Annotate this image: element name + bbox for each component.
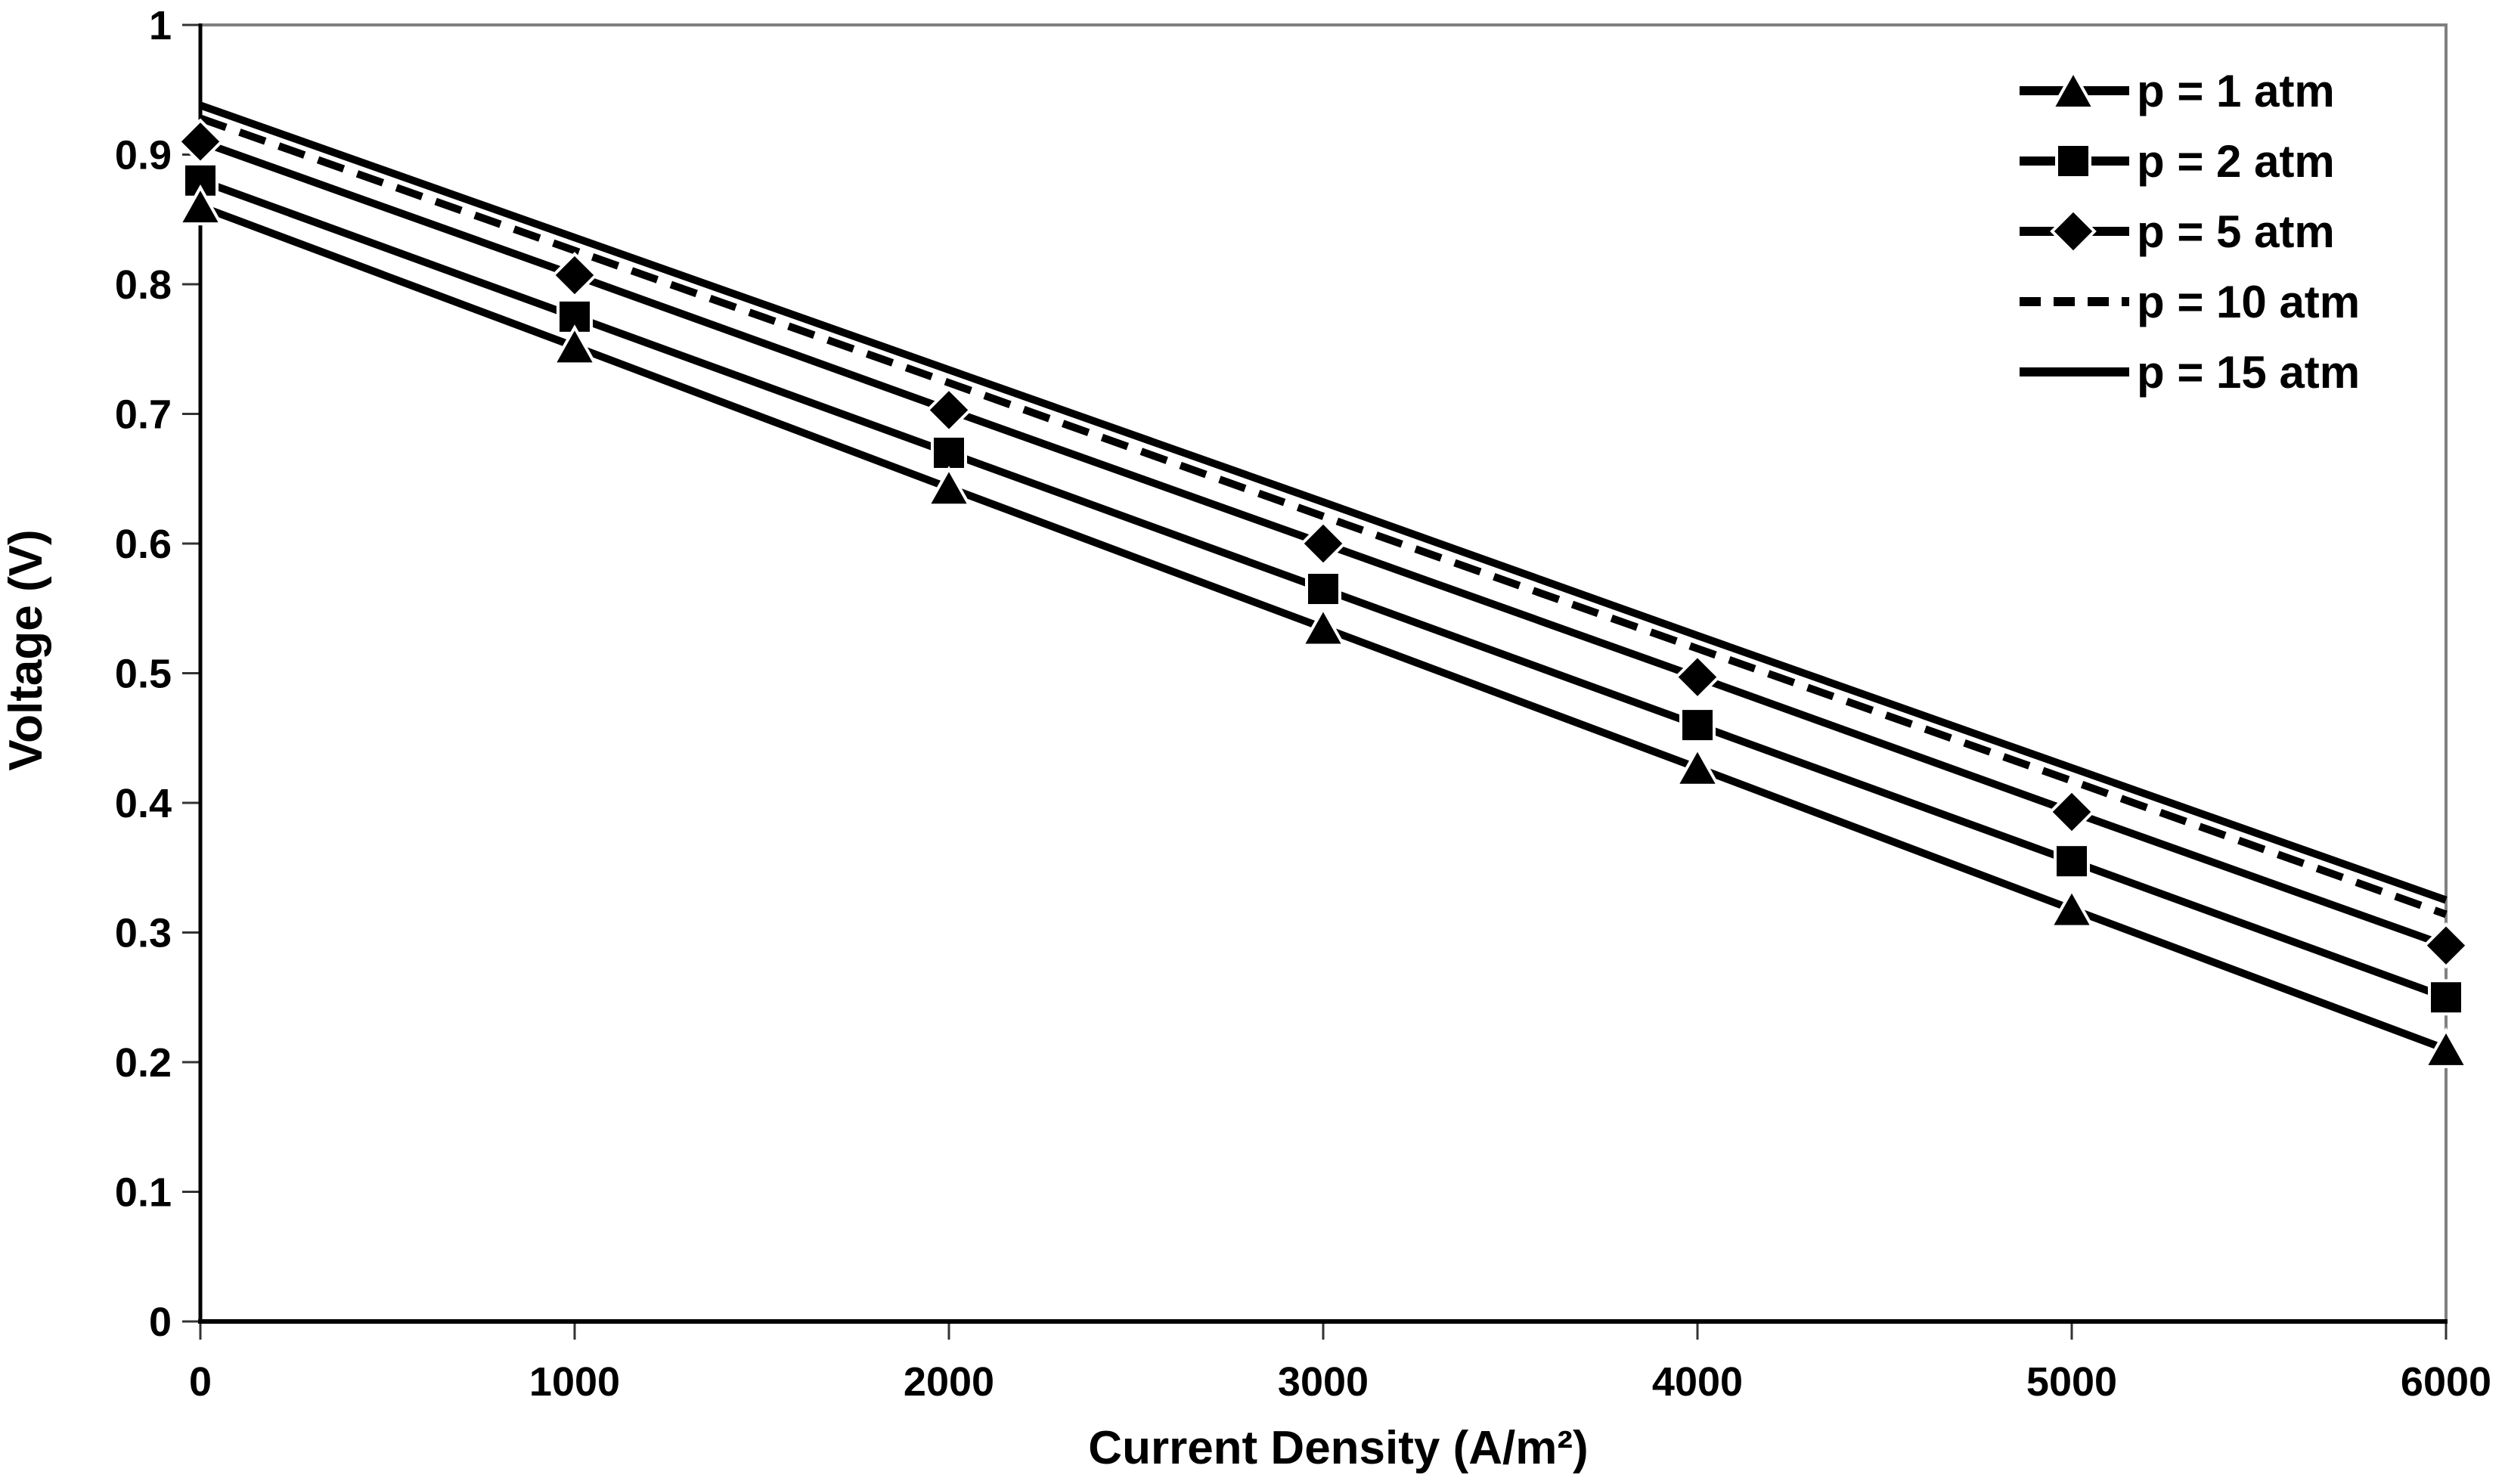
legend-label: p = 2 atm (2137, 136, 2335, 187)
x-tick-label: 4000 (1652, 1359, 1743, 1405)
x-tick-label: 5000 (2026, 1359, 2117, 1405)
y-tick-label: 0.4 (115, 781, 172, 826)
y-tick-label: 1 (149, 3, 172, 48)
triangle-marker (925, 466, 972, 507)
series-line-none (199, 101, 2448, 904)
y-axis-title: Voltage (V) (0, 529, 52, 770)
legend-label: p = 10 atm (2137, 277, 2360, 327)
triangle-marker (2048, 887, 2095, 928)
y-tick-label: 0.5 (115, 651, 172, 696)
x-tick-label: 1000 (529, 1359, 620, 1405)
y-tick-label: 0.3 (115, 910, 172, 956)
diamond-marker (2423, 922, 2469, 969)
legend-label: p = 15 atm (2137, 347, 2360, 398)
legend-entry: p = 15 atm (2020, 347, 2360, 398)
plot-border (199, 23, 2448, 1323)
axis-ticks (182, 23, 2448, 1340)
data-series (177, 101, 2469, 1068)
square-marker (2428, 979, 2464, 1016)
series-line-none-dashed (199, 114, 2448, 919)
y-tick-label: 0.1 (115, 1170, 172, 1215)
legend-entry: p = 5 atm (2020, 206, 2335, 257)
y-tick-label: 0 (149, 1300, 172, 1345)
triangle-marker (177, 184, 224, 226)
x-tick-label: 6000 (2401, 1359, 2491, 1405)
triangle-marker (1300, 606, 1347, 647)
axis-tick-labels: 0 0.1 0.2 0.3 0.4 0.5 0.6 0.7 0.8 0.9 1 0 1000 2000 30… (115, 3, 2491, 1405)
legend-triangle-marker (2050, 68, 2097, 110)
square-marker (2054, 843, 2090, 880)
diamond-marker (1674, 653, 1721, 701)
plot-area-border (199, 23, 2448, 1323)
square-marker (556, 298, 593, 335)
triangle-marker (1674, 745, 1721, 787)
diamond-marker (1300, 520, 1347, 567)
triangle-marker (551, 324, 598, 366)
diamond-marker (551, 252, 598, 299)
square-marker (1305, 571, 1341, 608)
diamond-marker (2048, 788, 2095, 835)
y-tick-label: 0.6 (115, 522, 172, 567)
x-axis-title: Current Density (A/m²) (1088, 1422, 1588, 1474)
legend-diamond-marker (2050, 208, 2097, 255)
legend-label: p = 1 atm (2137, 66, 2335, 116)
x-tick-label: 0 (189, 1359, 212, 1405)
diamond-marker (925, 386, 972, 434)
triangle-marker (2423, 1027, 2469, 1068)
square-marker (1679, 707, 1716, 744)
legend-square-marker (2055, 143, 2091, 179)
y-tick-label: 0.9 (115, 132, 172, 178)
legend-label: p = 5 atm (2137, 206, 2335, 257)
square-marker (931, 434, 967, 471)
x-tick-label: 3000 (1278, 1359, 1369, 1405)
legend-entry: p = 2 atm (2020, 136, 2335, 187)
legend-entry: p = 10 atm (2020, 277, 2360, 327)
y-tick-label: 0.8 (115, 262, 172, 308)
x-tick-label: 2000 (904, 1359, 994, 1405)
y-tick-label: 0.7 (115, 392, 172, 437)
axis-lines (198, 23, 2448, 1324)
legend: p = 1 atm p = 2 atm p = 5 atm p = 10 atm p =… (2020, 66, 2360, 398)
legend-entry: p = 1 atm (2020, 66, 2335, 116)
y-tick-label: 0.2 (115, 1040, 172, 1086)
